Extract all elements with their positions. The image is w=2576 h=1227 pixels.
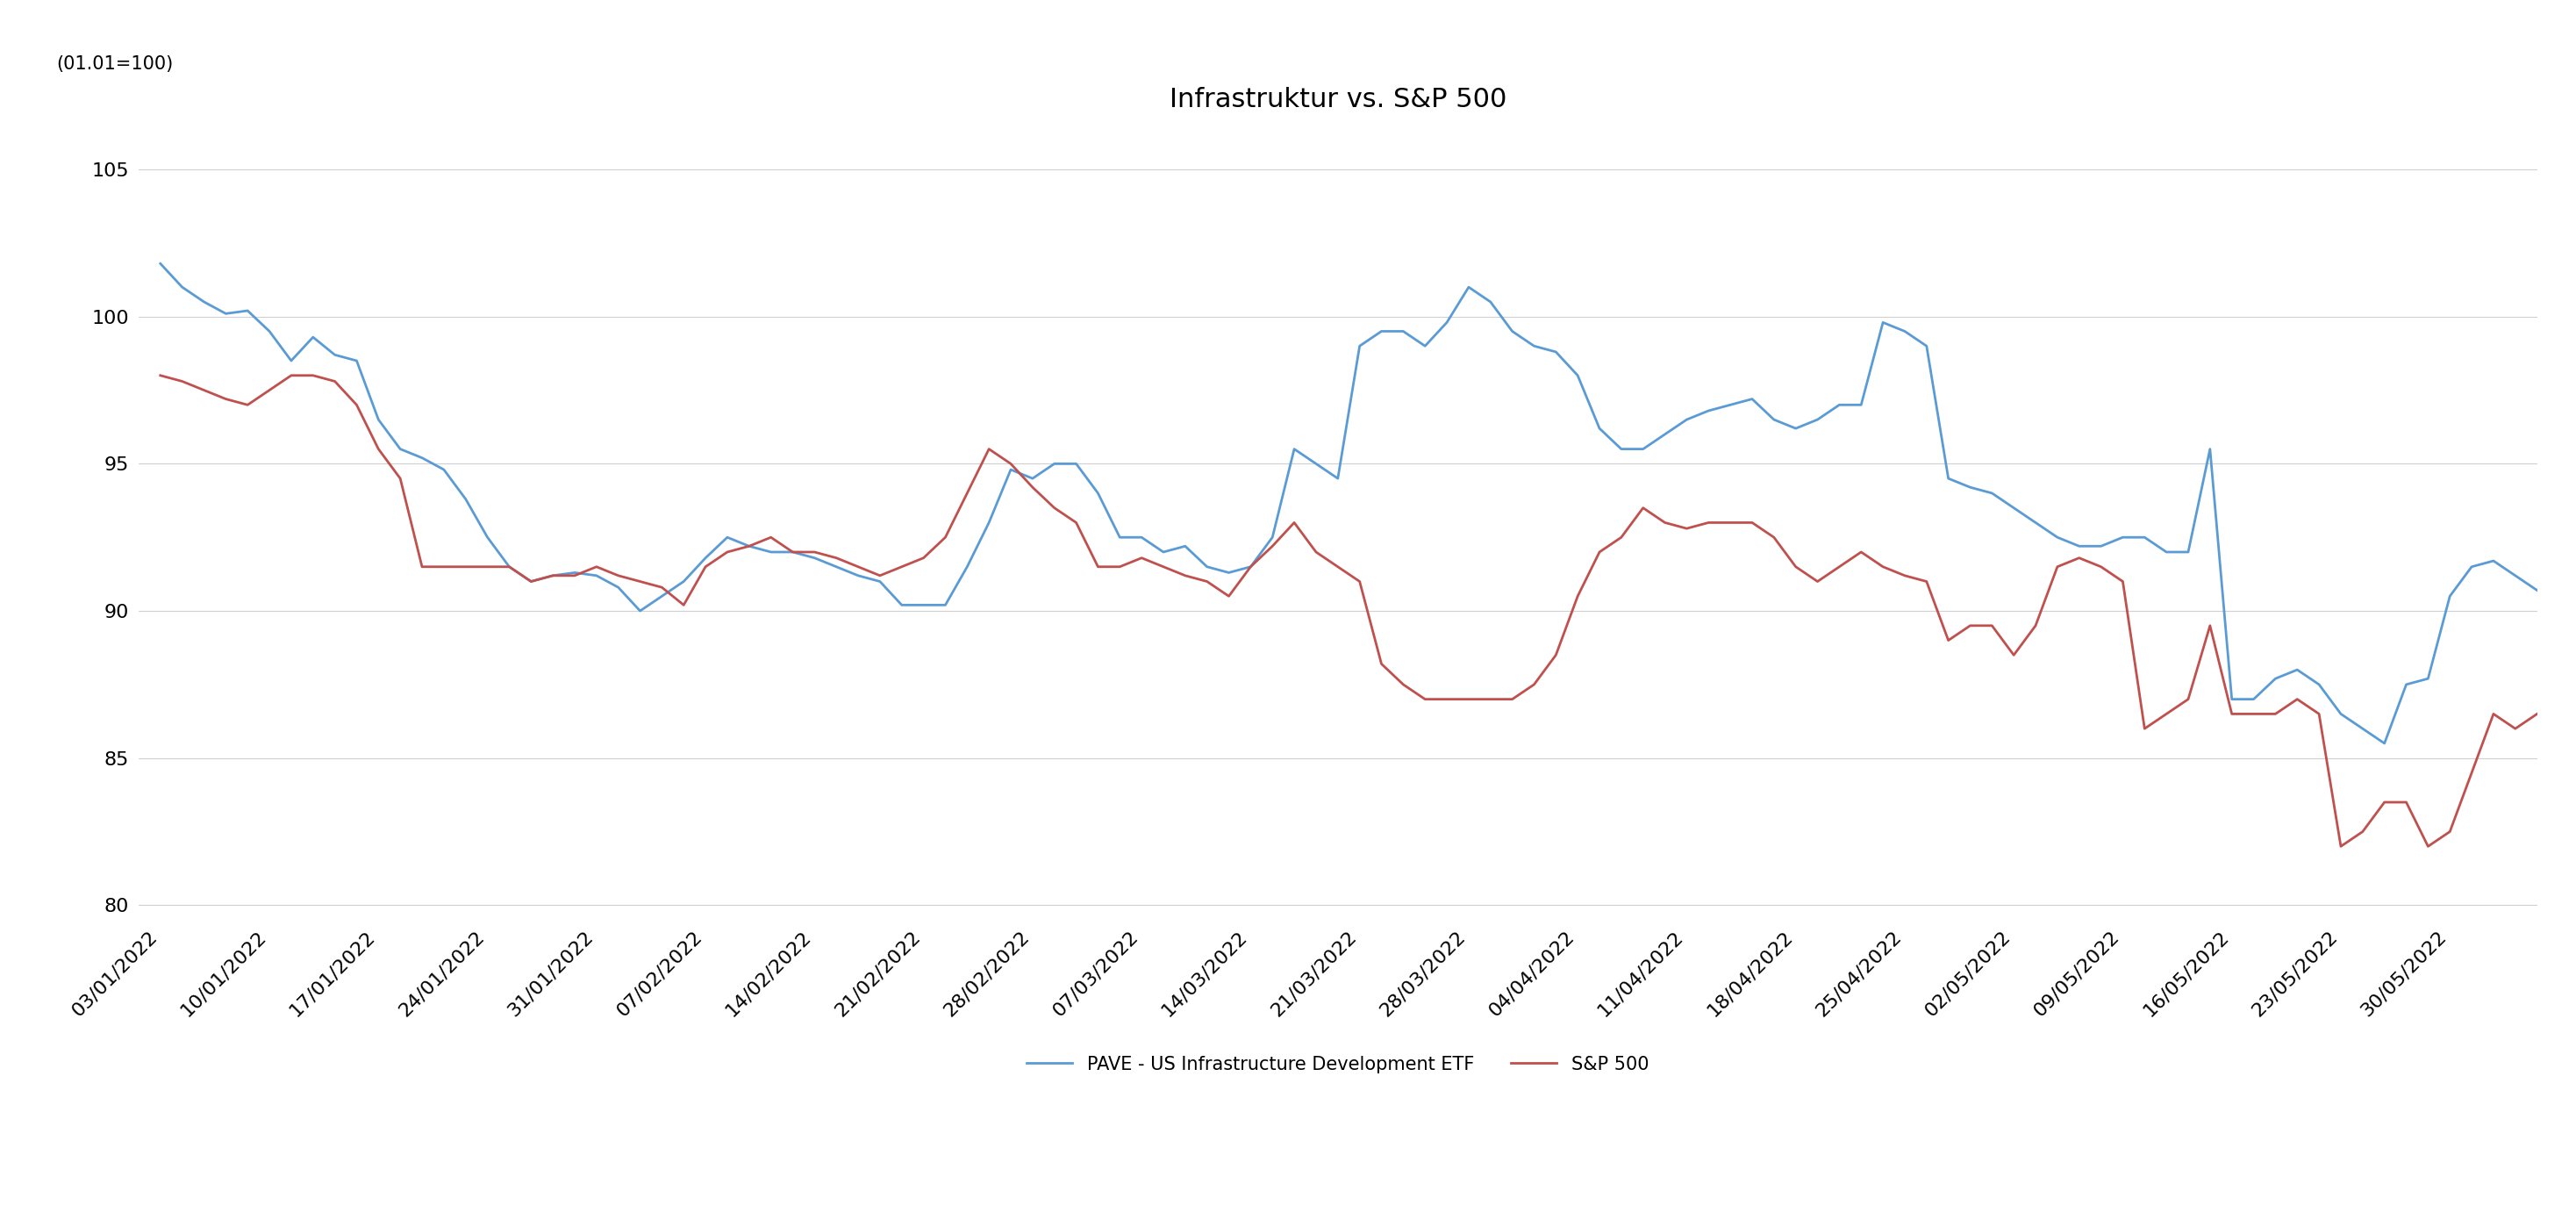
S&P 500 xyxy=(1234,560,1265,574)
S&P 500 xyxy=(842,560,873,574)
PAVE - US Infrastructure Development ETF xyxy=(144,256,175,271)
PAVE - US Infrastructure Development ETF xyxy=(2478,553,2509,568)
PAVE - US Infrastructure Development ETF xyxy=(2522,583,2553,598)
Legend: PAVE - US Infrastructure Development ETF, S&P 500: PAVE - US Infrastructure Development ETF… xyxy=(1020,1048,1656,1081)
S&P 500 xyxy=(2522,707,2553,721)
Line: S&P 500: S&P 500 xyxy=(160,375,2537,847)
PAVE - US Infrastructure Development ETF xyxy=(1234,560,1265,574)
PAVE - US Infrastructure Development ETF xyxy=(842,568,873,583)
Line: PAVE - US Infrastructure Development ETF: PAVE - US Infrastructure Development ETF xyxy=(160,264,2537,744)
S&P 500 xyxy=(2478,707,2509,721)
S&P 500 xyxy=(2326,839,2357,854)
S&P 500 xyxy=(1301,545,1332,560)
PAVE - US Infrastructure Development ETF xyxy=(2370,736,2401,751)
PAVE - US Infrastructure Development ETF xyxy=(1824,398,1855,412)
S&P 500 xyxy=(1824,560,1855,574)
S&P 500 xyxy=(144,368,175,383)
PAVE - US Infrastructure Development ETF xyxy=(1301,456,1332,471)
Text: (01.01=100): (01.01=100) xyxy=(57,55,173,72)
S&P 500 xyxy=(2391,795,2421,810)
Title: Infrastruktur vs. S&P 500: Infrastruktur vs. S&P 500 xyxy=(1170,87,1507,112)
PAVE - US Infrastructure Development ETF xyxy=(2391,677,2421,692)
